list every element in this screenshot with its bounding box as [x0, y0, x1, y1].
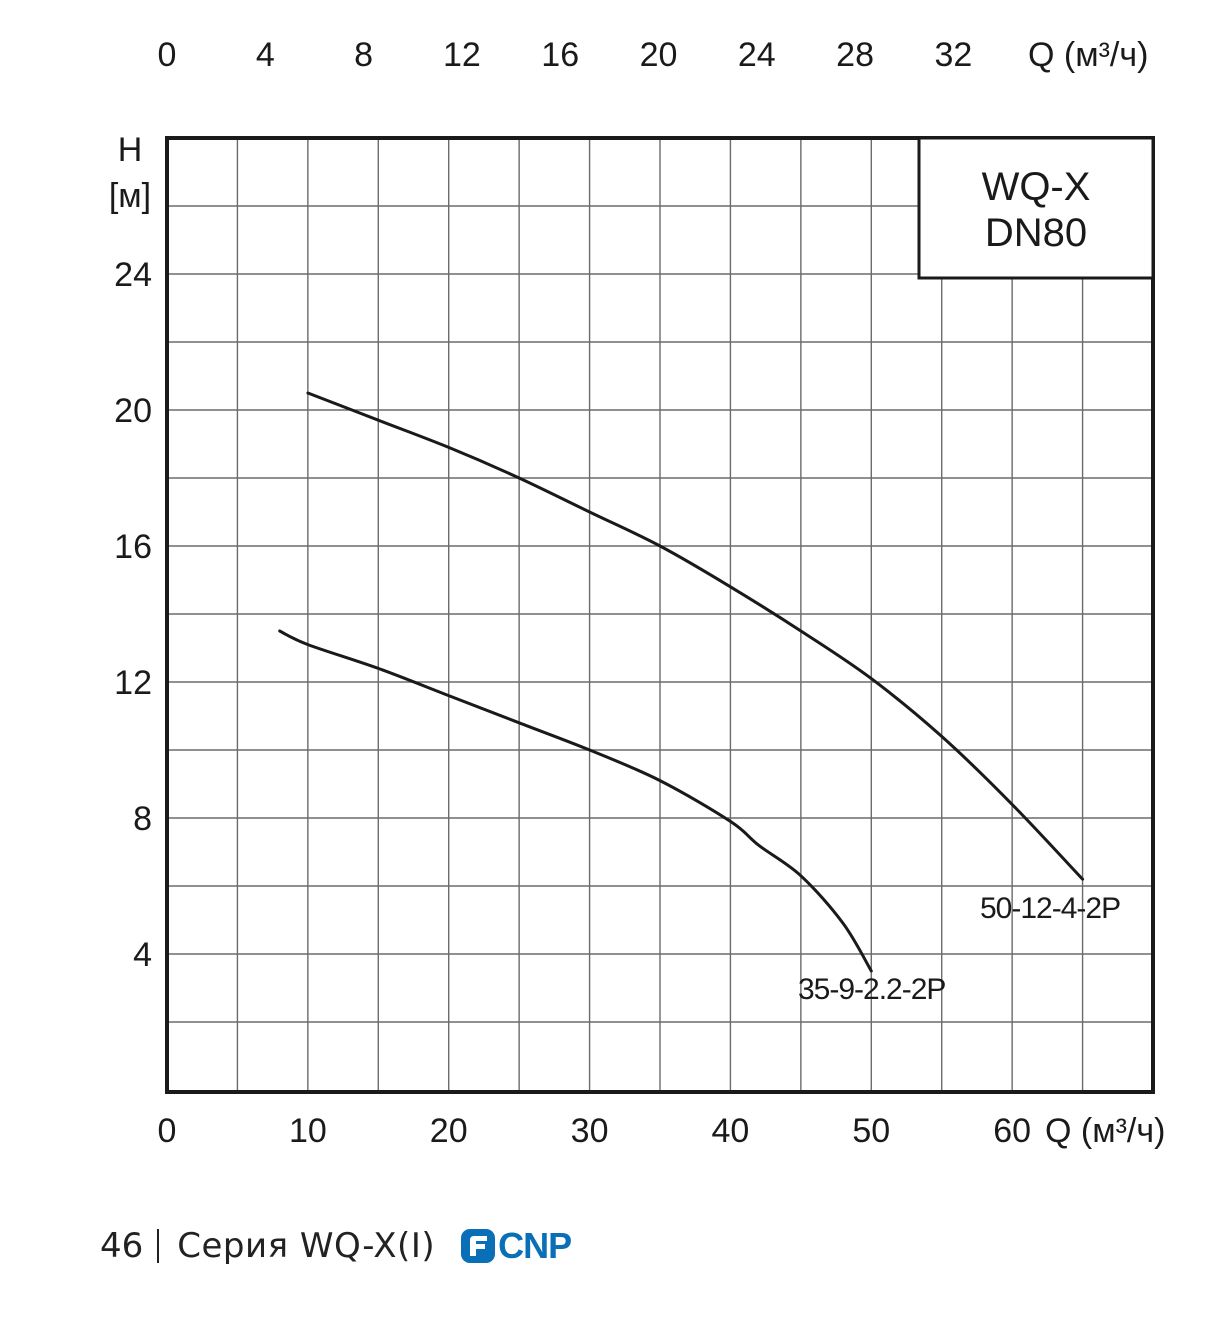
- footer-divider: [157, 1229, 160, 1263]
- logo-text: CNP: [498, 1225, 572, 1266]
- performance-curves: [278, 391, 1085, 973]
- page-footer: 46 Серия WQ-X(I) CNP: [100, 1222, 572, 1270]
- model-title-line1: WQ-X: [982, 165, 1091, 209]
- curve-label-50-12-4-2p: 50-12-4-2P: [980, 892, 1120, 925]
- top-axis-label: Q (м³/ч): [1028, 36, 1148, 74]
- left-tick-label: 20: [114, 392, 152, 430]
- left-tick-label: 8: [133, 800, 152, 838]
- cnp-logo: CNP: [461, 1225, 572, 1267]
- top-tick-label: 32: [934, 36, 972, 74]
- bottom-tick-label: 50: [852, 1112, 890, 1150]
- curve-label-35-9-2-2-2p: 35-9-2.2-2P: [798, 973, 945, 1006]
- series-title: Серия WQ-X(I): [177, 1226, 436, 1266]
- left-axis-label-unit: [м]: [109, 177, 151, 215]
- bottom-tick-label: 60: [993, 1112, 1031, 1150]
- left-axis-label-h: H: [118, 131, 143, 169]
- left-tick-label: 12: [114, 664, 152, 702]
- left-tick-label: 24: [114, 256, 152, 294]
- curve-35-9-2-2-2p: [278, 629, 873, 973]
- left-tick-label: 4: [133, 936, 152, 974]
- pump-performance-chart: 0 4 8 12 16 20 24 28 32 Q (м³/ч) 0 10 20 30 40 50 60 Q…: [109, 36, 1166, 1150]
- bottom-tick-label: 20: [430, 1112, 468, 1150]
- top-tick-label: 0: [158, 36, 177, 74]
- top-tick-label: 28: [836, 36, 874, 74]
- bottom-axis-tick-labels: 0 10 20 30 40 50 60: [158, 1112, 1032, 1150]
- left-tick-label: 16: [114, 528, 152, 566]
- top-tick-label: 12: [443, 36, 481, 74]
- page-number: 46: [100, 1226, 144, 1266]
- bottom-tick-label: 30: [571, 1112, 609, 1150]
- top-tick-label: 8: [354, 36, 373, 74]
- top-tick-label: 4: [256, 36, 275, 74]
- curve-50-12-4-2p: [306, 391, 1085, 881]
- bottom-tick-label: 0: [158, 1112, 177, 1150]
- top-tick-label: 24: [738, 36, 776, 74]
- bottom-tick-label: 10: [289, 1112, 327, 1150]
- plot-frame: [165, 136, 1155, 1094]
- top-tick-label: 20: [640, 36, 678, 74]
- grid-lines: [167, 138, 1153, 1090]
- bottom-tick-label: 40: [712, 1112, 750, 1150]
- model-title-line2: DN80: [985, 211, 1087, 255]
- model-title-box: WQ-X DN80: [917, 136, 1155, 280]
- bottom-axis-label: Q (м³/ч): [1045, 1112, 1165, 1150]
- left-axis-tick-labels: 4 8 12 16 20 24: [114, 256, 152, 974]
- cnp-logo-icon: [461, 1229, 496, 1263]
- top-axis-tick-labels: 0 4 8 12 16 20 24 28 32: [158, 36, 973, 74]
- top-tick-label: 16: [541, 36, 579, 74]
